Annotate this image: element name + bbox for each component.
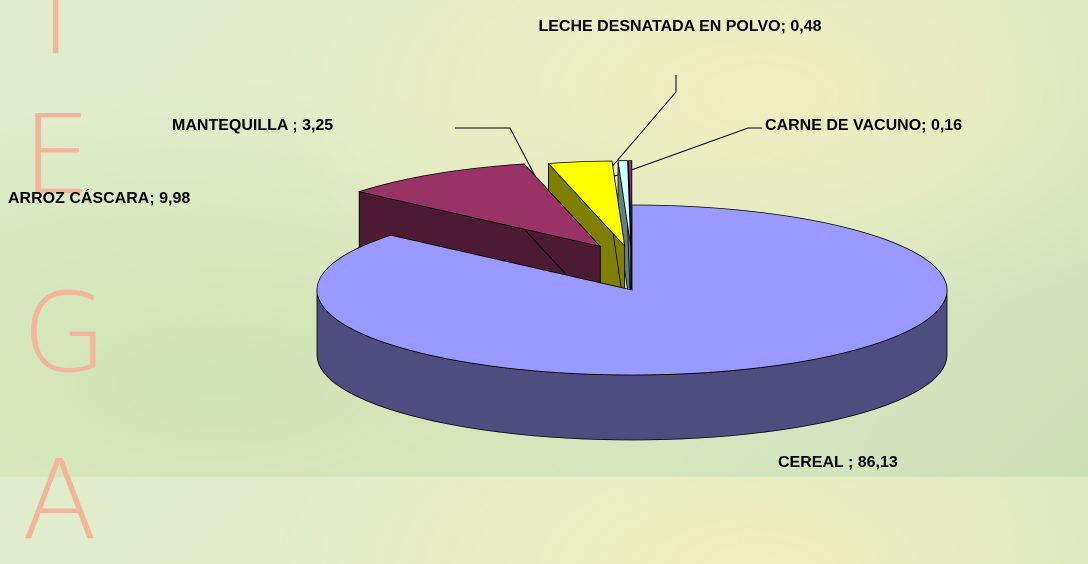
category-label: ARROZ CÁSCARA; <box>8 190 155 207</box>
value-label: 9,98 <box>159 190 191 207</box>
value-label: 0,48 <box>790 18 822 35</box>
leader-line <box>591 75 677 191</box>
leader-line <box>455 127 546 196</box>
side-letter: G <box>22 269 108 397</box>
side-letter: T <box>22 0 90 79</box>
chart <box>316 75 948 441</box>
slice <box>316 204 948 376</box>
data-label: LECHE DESNATADA EN POLVO; 0,48 <box>530 10 830 43</box>
side-letter: E <box>22 91 92 219</box>
slice <box>617 160 632 246</box>
category-label: CARNE DE VACUNO; <box>765 117 927 134</box>
category-label: CEREAL ; <box>778 454 854 471</box>
slice <box>357 163 602 248</box>
category-label: MANTEQUILLA ; <box>172 117 298 134</box>
data-label: ARROZ CÁSCARA; 9,98 <box>8 190 190 208</box>
data-label: CEREAL ; 86,13 <box>778 454 898 472</box>
data-label: MANTEQUILLA ; 3,25 <box>172 117 333 135</box>
value-label: 86,13 <box>857 454 898 471</box>
slice <box>547 160 626 248</box>
data-label: CARNE DE VACUNO; 0,16 <box>765 117 962 135</box>
value-label: 0,16 <box>930 117 963 134</box>
leader-line <box>597 127 762 183</box>
pie <box>316 160 948 441</box>
category-label: LECHE DESNATADA EN POLVO; <box>538 18 786 35</box>
leader-lines <box>455 75 762 196</box>
value-label: 3,25 <box>302 117 334 134</box>
slice <box>628 160 633 246</box>
